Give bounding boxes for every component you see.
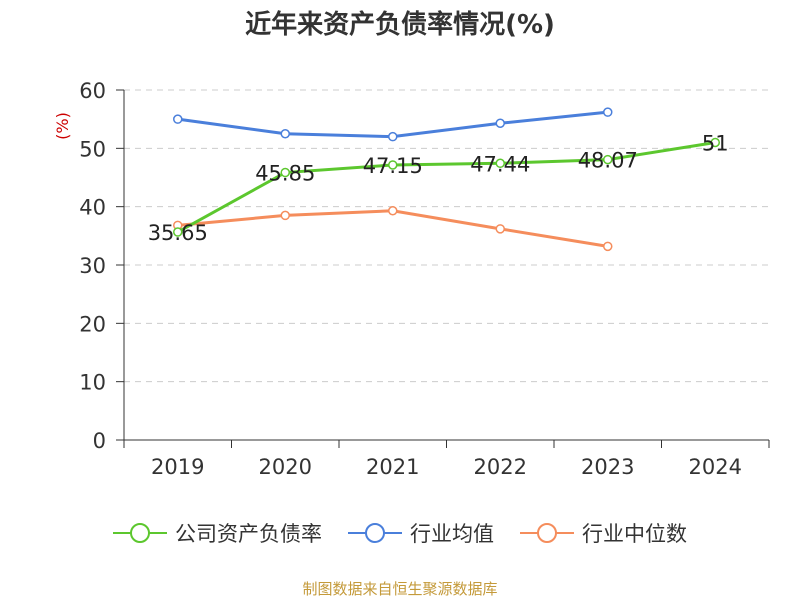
data-labels: 35.65 45.85 47.15 47.44 48.07 51 xyxy=(148,132,729,246)
grid-lines xyxy=(124,89,769,383)
legend-line-marker-icon xyxy=(520,523,574,543)
legend-label: 行业均值 xyxy=(410,522,494,546)
legend: 公司资产负债率 行业均值 行业中位数 xyxy=(0,518,800,548)
y-tick-label: 60 xyxy=(79,79,106,103)
y-tick-label: 40 xyxy=(79,196,106,220)
y-tick-label: 0 xyxy=(93,429,106,453)
data-label: 47.15 xyxy=(363,154,423,178)
data-point xyxy=(280,167,290,178)
data-label: 51 xyxy=(702,132,729,156)
legend-line-marker-icon xyxy=(348,523,402,543)
y-tick-label: 30 xyxy=(79,254,106,278)
y-tick-label: 20 xyxy=(79,312,106,336)
data-point xyxy=(710,137,720,148)
legend-line-marker-icon xyxy=(113,523,167,543)
data-point xyxy=(388,131,398,142)
y-axis-label: (%) xyxy=(53,112,72,140)
data-point xyxy=(388,160,398,170)
legend-item-industry-mean[interactable]: 行业均值 xyxy=(348,518,494,548)
data-point xyxy=(280,210,290,221)
data-point xyxy=(280,129,290,139)
y-tick-label: 50 xyxy=(79,137,106,161)
axes: 0 10 20 30 40 50 60 2019 2020 2021 2022 2023 2024 (%) xyxy=(53,79,770,479)
series-line xyxy=(177,141,716,234)
data-point xyxy=(173,227,183,237)
y-tick-label: 10 xyxy=(79,371,106,395)
data-label: 48.07 xyxy=(578,149,638,173)
legend-item-company[interactable]: 公司资产负债率 xyxy=(113,518,322,548)
x-tick-label: 2021 xyxy=(366,455,419,479)
data-source-note: 制图数据来自恒生聚源数据库 xyxy=(302,580,498,598)
series-line xyxy=(177,209,608,248)
data-point xyxy=(603,107,613,117)
legend-label: 行业中位数 xyxy=(582,522,687,546)
chart-title: 近年来资产负债率情况(%) xyxy=(245,10,555,40)
x-tick-label: 2024 xyxy=(689,455,742,479)
data-label: 35.65 xyxy=(148,221,208,245)
series-lines xyxy=(173,107,720,252)
data-point xyxy=(495,224,505,234)
x-tick-label: 2020 xyxy=(259,455,312,479)
data-point xyxy=(603,154,613,165)
data-label: 47.44 xyxy=(470,152,530,176)
x-tick-label: 2023 xyxy=(581,455,634,479)
data-point xyxy=(495,158,505,169)
data-point xyxy=(388,206,398,216)
data-point xyxy=(173,114,183,124)
x-tick-label: 2019 xyxy=(151,455,204,479)
legend-item-industry-median[interactable]: 行业中位数 xyxy=(520,518,687,548)
legend-label: 公司资产负债率 xyxy=(175,522,322,546)
data-label: 45.85 xyxy=(255,162,315,186)
data-point xyxy=(495,118,505,128)
data-point xyxy=(603,241,613,252)
x-tick-label: 2022 xyxy=(474,455,527,479)
